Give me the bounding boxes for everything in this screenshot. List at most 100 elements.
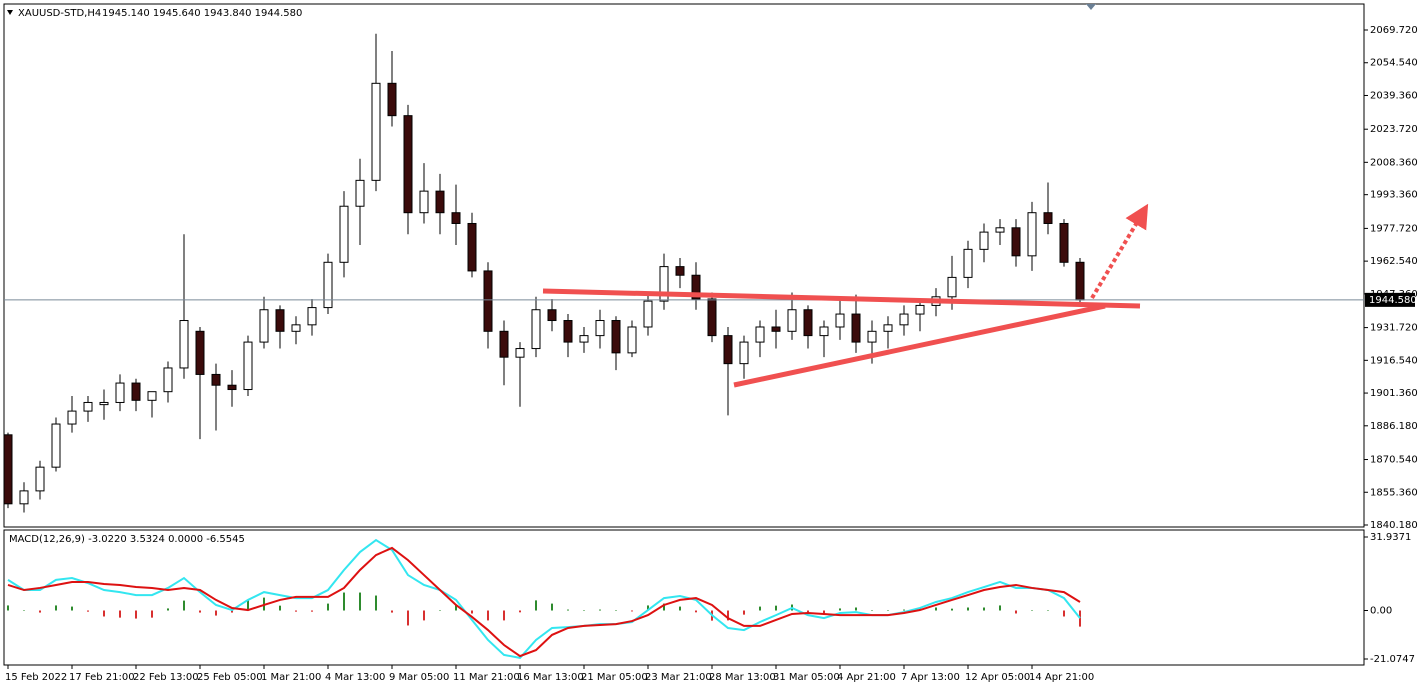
candle-body <box>3 434 13 505</box>
macd-pane <box>3 529 1365 666</box>
histogram-bar <box>855 607 857 611</box>
histogram-bar <box>231 610 233 613</box>
histogram-bar <box>567 609 569 611</box>
candle-body <box>515 348 525 358</box>
macd-title: MACD(12,26,9) -3.0220 3.5324 0.0000 -6.5… <box>9 534 245 545</box>
histogram-bar <box>471 610 473 614</box>
histogram-bar <box>375 595 377 611</box>
candle-body <box>707 298 717 337</box>
candle-body <box>435 190 445 214</box>
candle-body <box>339 205 349 263</box>
candle-body <box>131 382 141 401</box>
histogram-bar <box>535 600 537 611</box>
y-tick-label: 2039.360 <box>1370 90 1418 101</box>
candle-body <box>291 324 301 332</box>
candle-body <box>787 309 797 332</box>
histogram-bar <box>135 610 137 619</box>
candle-body <box>243 341 253 391</box>
candle-body <box>963 248 973 278</box>
candle-body <box>579 335 589 343</box>
histogram-bar <box>183 600 185 611</box>
histogram-bar <box>295 610 297 612</box>
candle-body <box>899 313 909 326</box>
breakout-arrow <box>1090 203 1149 300</box>
histogram-bar <box>775 605 777 611</box>
candle-body <box>531 309 541 350</box>
candle-body <box>355 179 365 207</box>
candle-body <box>659 266 669 302</box>
candle-body <box>1043 212 1053 224</box>
histogram-bar <box>71 606 73 611</box>
candle-body <box>947 276 957 298</box>
x-tick-label: 9 Mar 05:00 <box>389 672 449 683</box>
histogram-bar <box>343 592 345 611</box>
y-tick-label: 31.9371 <box>1370 532 1411 543</box>
x-tick-label: 4 Mar 13:00 <box>325 672 385 683</box>
candle-body <box>835 313 845 328</box>
histogram-bar <box>215 610 217 616</box>
candle-body <box>211 373 221 386</box>
candle-body <box>307 307 317 326</box>
candle-body <box>51 423 61 468</box>
histogram-bar <box>23 610 25 612</box>
y-tick-label: 1916.540 <box>1370 355 1418 366</box>
candle-body <box>563 320 573 343</box>
candle-body <box>115 382 125 403</box>
macd-line <box>7 546 1081 658</box>
histogram-bar <box>151 610 153 618</box>
x-tick-label: 23 Mar 21:00 <box>645 672 712 683</box>
histogram-bar <box>759 606 761 611</box>
histogram-bar <box>887 610 889 612</box>
candle-body <box>275 309 285 332</box>
candle-body <box>467 222 477 272</box>
histogram-bar <box>55 605 57 611</box>
candle-body <box>995 227 1005 233</box>
histogram-bar <box>423 610 425 621</box>
histogram-bar <box>199 610 201 613</box>
candle-body <box>323 261 333 309</box>
histogram-bar <box>1047 610 1049 612</box>
y-tick-label: 1993.360 <box>1370 190 1418 201</box>
histogram-bar <box>743 610 745 615</box>
support-line <box>733 303 1106 388</box>
candle-body <box>675 266 685 276</box>
histogram-bar <box>951 608 953 611</box>
histogram-bar <box>1079 610 1081 627</box>
y-tick-label: 0.00 <box>1370 606 1392 617</box>
y-tick-label: 2023.720 <box>1370 124 1418 135</box>
histogram-bar <box>983 607 985 611</box>
candle-body <box>851 313 861 343</box>
y-tick-label: 1855.360 <box>1370 487 1418 498</box>
x-tick-label: 1 Mar 21:00 <box>261 672 321 683</box>
candle-body <box>883 324 893 332</box>
histogram-bar <box>999 605 1001 611</box>
candle-body <box>227 384 237 391</box>
y-tick-label: 1901.360 <box>1370 388 1418 399</box>
y-tick-label: 1931.720 <box>1370 323 1418 334</box>
histogram-bar <box>407 610 409 626</box>
candle-body <box>179 320 189 369</box>
histogram-bar <box>359 592 361 611</box>
x-tick-label: 7 Apr 13:00 <box>901 672 960 683</box>
histogram-bar <box>247 600 249 611</box>
histogram-bar <box>1031 610 1033 612</box>
candle-body <box>99 401 109 406</box>
x-tick-label: 16 Mar 13:00 <box>517 672 584 683</box>
histogram-bar <box>7 605 9 611</box>
y-tick-label: 1870.540 <box>1370 455 1418 466</box>
ohlc: 1945.140 1945.640 1943.840 1944.580 <box>102 8 302 19</box>
candle-body <box>1011 227 1021 257</box>
y-tick-label: 1886.180 <box>1370 421 1418 432</box>
y-tick-label: -21.0747 <box>1370 654 1415 665</box>
histogram-bar <box>519 610 521 613</box>
y-tick-label: 1840.180 <box>1370 520 1418 531</box>
x-tick-label: 14 Apr 21:00 <box>1029 672 1094 683</box>
annotations <box>542 203 1149 388</box>
last-price-box <box>1365 292 1415 307</box>
x-tick-label: 15 Feb 2022 <box>5 672 67 683</box>
x-tick-label: 28 Mar 13:00 <box>709 672 776 683</box>
histogram-bar <box>647 605 649 611</box>
y-tick-label: 1962.540 <box>1370 256 1418 267</box>
shift-marker <box>1086 4 1096 10</box>
candle-body <box>739 341 749 365</box>
